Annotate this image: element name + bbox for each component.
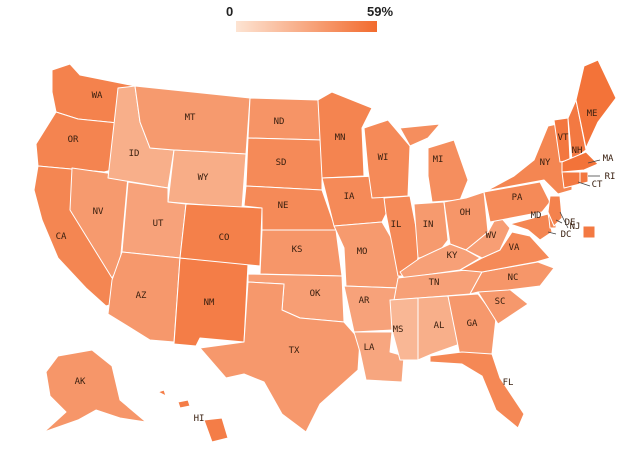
state-label-ut: UT [153,219,164,229]
legend-min-label: 0 [226,4,234,19]
state-label-ne: NE [278,201,289,211]
state-label-dc: DC [561,230,572,240]
state-nd[interactable] [247,97,323,141]
state-label-ak: AK [75,377,86,387]
state-label-nc: NC [508,273,519,283]
legend-gradient-bar [236,21,377,32]
legend-max-label: 59% [367,4,394,19]
state-label-me: ME [587,109,598,119]
state-wv[interactable] [465,213,511,259]
state-label-pa: PA [512,193,523,203]
state-label-nm: NM [204,298,215,308]
state-label-va: VA [509,243,520,253]
state-label-ky: KY [447,251,458,261]
state-label-az: AZ [136,291,147,301]
state-label-sd: SD [276,158,287,168]
state-label-wa: WA [92,91,103,101]
state-label-id: ID [129,149,140,159]
state-dc[interactable] [582,225,596,239]
state-label-al: AL [434,321,445,331]
state-label-mi: MI [433,155,444,165]
state-label-sc: SC [495,297,506,307]
state-label-wv: WV [486,231,497,241]
state-label-mo: MO [357,247,368,257]
state-tx[interactable] [199,281,361,433]
state-label-or: OR [68,135,79,145]
state-label-ms: MS [393,325,404,335]
state-al[interactable] [417,295,461,361]
state-label-ok: OK [310,289,321,299]
state-label-ga: GA [467,319,478,329]
state-label-ia: IA [344,192,355,202]
state-label-oh: OH [460,208,471,218]
state-md[interactable] [509,213,553,241]
state-label-fl: FL [503,378,514,388]
state-label-in: IN [423,220,434,230]
state-la[interactable] [353,331,405,383]
state-ar[interactable] [343,285,399,333]
ct-leader-line [577,181,591,187]
state-label-ny: NY [540,158,551,168]
state-ct[interactable] [561,171,581,189]
state-label-il: IL [391,220,402,230]
state-ri[interactable] [579,171,589,185]
state-label-la: LA [364,343,375,353]
state-label-ri: RI [605,172,616,182]
state-label-de: DE [565,218,576,228]
state-ga[interactable] [447,293,497,357]
state-label-tx: TX [289,346,300,356]
state-nj[interactable] [547,195,563,227]
ma-leader-line [587,159,601,164]
state-label-wy: WY [198,173,209,183]
state-label-md: MD [531,211,542,221]
state-me[interactable] [575,59,617,149]
state-label-nj: NJ [570,222,581,232]
state-label-mt: MT [185,113,196,123]
state-label-ks: KS [292,245,303,255]
dc-leader-line [547,231,557,235]
state-fl[interactable] [429,351,525,429]
state-label-nv: NV [93,207,104,217]
state-ak[interactable] [43,349,147,433]
nj-leader-line [559,211,569,229]
state-label-ma: MA [603,154,614,164]
state-label-vt: VT [558,133,569,143]
state-ma[interactable] [561,151,599,173]
state-label-nd: ND [274,117,285,127]
state-label-co: CO [219,233,230,243]
state-label-ca: CA [56,232,67,242]
state-label-ct: CT [592,180,603,190]
state-hi[interactable] [157,389,229,443]
state-label-nh: NH [572,146,583,156]
state-ms[interactable] [389,297,419,361]
state-label-ar: AR [359,296,370,306]
state-label-tn: TN [429,278,440,288]
state-pa[interactable] [483,181,551,223]
state-label-mn: MN [335,133,346,143]
state-label-hi: HI [194,414,205,424]
de-leader-line [555,219,563,224]
state-nh[interactable] [567,99,587,161]
state-label-wi: WI [378,153,389,163]
